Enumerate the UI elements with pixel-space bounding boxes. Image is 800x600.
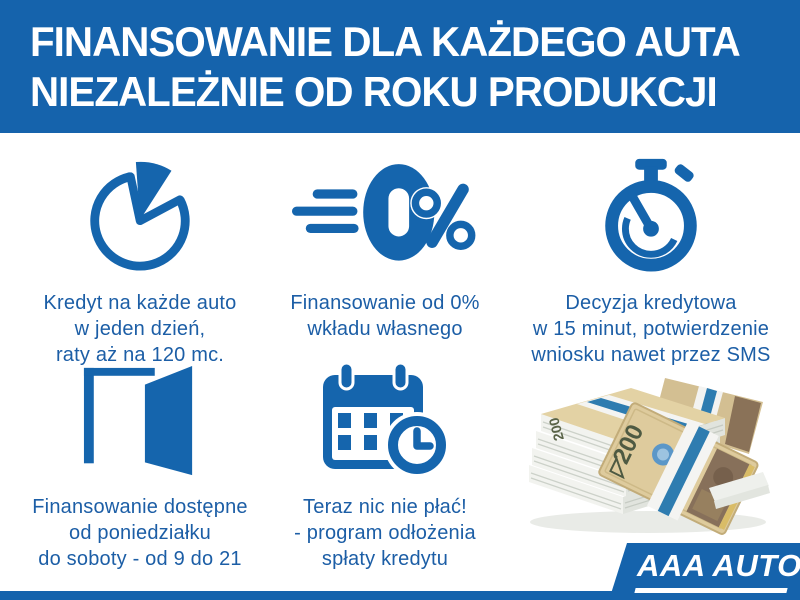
- feature-caption: Teraz nic nie płać! - program odłożenia …: [294, 496, 476, 570]
- header-line-1: FINANSOWANIE DLA KAŻDEGO AUTA: [30, 18, 741, 65]
- logo-ribbon: AAA AUTO: [609, 543, 800, 600]
- feature-opening-hours: Finansowanie dostępne od poniedziałku do…: [10, 356, 270, 572]
- pie-chart-icon: [90, 161, 190, 271]
- zero-percent-icon: [292, 163, 476, 261]
- bottom-strip: [0, 591, 800, 600]
- feature-loan-every-car: Kredyt na każde auto w jeden dzień, raty…: [10, 142, 270, 368]
- open-door-icon: [83, 365, 193, 476]
- feature-caption: Decyzja kredytowa w 15 minut, potwierdze…: [531, 292, 771, 366]
- feature-zero-percent: Finansowanie od 0% wkładu własnego: [258, 142, 512, 342]
- feature-pay-later: Teraz nic nie płać! - program odłożenia …: [256, 356, 514, 572]
- feature-caption: Kredyt na każde auto w jeden dzień, raty…: [43, 292, 237, 366]
- logo-underline: [634, 588, 788, 593]
- banknote-value-top: 200: [545, 416, 567, 443]
- feature-caption: Finansowanie od 0% wkładu własnego: [290, 292, 480, 340]
- header-banner: FINANSOWANIE DLA KAŻDEGO AUTA NIEZALEŻNI…: [0, 0, 800, 133]
- brand-logo: AAA AUTO: [637, 548, 800, 583]
- stopwatch-icon: [605, 158, 697, 272]
- money-stacks-image: 200 200: [528, 378, 770, 535]
- feature-credit-decision: Decyzja kredytowa w 15 minut, potwierdze…: [505, 142, 797, 368]
- feature-caption: Finansowanie dostępne od poniedziałku do…: [32, 496, 248, 570]
- header-line-2: NIEZALEŻNIE OD ROKU PRODUKCJI: [30, 68, 718, 115]
- calendar-clock-icon: [323, 361, 450, 478]
